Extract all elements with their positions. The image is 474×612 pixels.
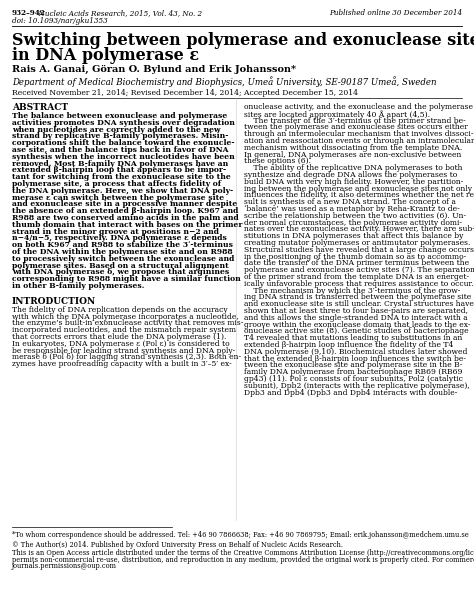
Text: nates over the exonuclease activity. However, there are sub-: nates over the exonuclease activity. How…: [244, 225, 474, 233]
Text: Nucleic Acids Research, 2015, Vol. 43, No. 2: Nucleic Acids Research, 2015, Vol. 43, N…: [34, 9, 202, 17]
Text: and exonuclease site in a processive manner despite: and exonuclease site in a processive man…: [12, 200, 237, 209]
Text: tween the polymerase and exonuclease sites occurs either: tween the polymerase and exonuclease sit…: [244, 124, 468, 132]
Text: Switching between polymerase and exonuclease sites: Switching between polymerase and exonucl…: [12, 32, 474, 49]
Text: polymerase site, a process that affects fidelity of: polymerase site, a process that affects …: [12, 180, 221, 188]
Text: family DNA polymerase from bacteriophage RB69 (RB69: family DNA polymerase from bacteriophage…: [244, 368, 462, 376]
Text: The fidelity of DNA replication depends on the accuracy: The fidelity of DNA replication depends …: [12, 306, 228, 314]
Text: activities promotes DNA synthesis over degradation: activities promotes DNA synthesis over d…: [12, 119, 235, 127]
Text: *To whom correspondence should be addressed. Tel: +46 90 7866638; Fax: +46 90 78: *To whom correspondence should be addres…: [12, 531, 469, 539]
Text: doi: 10.1093/nar/gku1353: doi: 10.1093/nar/gku1353: [12, 17, 108, 25]
Text: extended β-hairpin loop influence the fidelity of the T4: extended β-hairpin loop influence the fi…: [244, 341, 453, 349]
Text: these options (6).: these options (6).: [244, 157, 311, 165]
Text: and this allows the single-stranded DNA to interact with a: and this allows the single-stranded DNA …: [244, 314, 468, 322]
Text: ation and reassociation events or through an intramolecular: ation and reassociation events or throug…: [244, 137, 474, 145]
Text: zymes have proofreading capacity with a built in 3′–5′ ex-: zymes have proofreading capacity with a …: [12, 360, 232, 368]
Text: stitutions in DNA polymerases that affect this balance by: stitutions in DNA polymerases that affec…: [244, 232, 464, 240]
Text: The transfer of the 3′-terminus of the primer strand be-: The transfer of the 3′-terminus of the p…: [244, 117, 466, 125]
Text: In general, DNA polymerases are non-exclusive between: In general, DNA polymerases are non-excl…: [244, 151, 461, 159]
Text: tant for switching from the exonuclease site to the: tant for switching from the exonuclease …: [12, 173, 231, 181]
Text: permits non-commercial re-use, distribution, and reproduction in any medium, pro: permits non-commercial re-use, distribut…: [12, 556, 474, 564]
Text: sult is synthesis of a new DNA strand. The concept of a: sult is synthesis of a new DNA strand. T…: [244, 198, 456, 206]
Text: synthesize and degrade DNA allows the polymerases to: synthesize and degrade DNA allows the po…: [244, 171, 457, 179]
Text: Rais A. Ganai, Göran O. Bylund and Erik Johansson*: Rais A. Ganai, Göran O. Bylund and Erik …: [12, 65, 296, 74]
Text: INTRODUCTION: INTRODUCTION: [12, 297, 96, 306]
Text: the absence of an extended β-hairpin loop. K967 and: the absence of an extended β-hairpin loo…: [12, 207, 238, 215]
Text: onuclease activity, and the exonuclease and the polymerase: onuclease activity, and the exonuclease …: [244, 103, 473, 111]
Text: thumb domain that interact with bases on the primer: thumb domain that interact with bases on…: [12, 221, 243, 229]
Text: DNA polymerase (9,10). Biochemical studies later showed: DNA polymerase (9,10). Biochemical studi…: [244, 348, 467, 356]
Text: Structural studies have revealed that a large change occurs: Structural studies have revealed that a …: [244, 246, 474, 254]
Text: subunit), Dpb2 (interacts with the replicative polymerase),: subunit), Dpb2 (interacts with the repli…: [244, 382, 470, 390]
Text: in the positioning of the thumb domain so as to accommo-: in the positioning of the thumb domain s…: [244, 253, 466, 261]
Text: of the DNA within the polymerase site and on R988: of the DNA within the polymerase site an…: [12, 248, 233, 256]
Text: sites are located approximately 40 Å apart (4,5).: sites are located approximately 40 Å apa…: [244, 110, 430, 119]
Text: Received November 21, 2014; Revised December 14, 2014; Accepted December 15, 201: Received November 21, 2014; Revised Dece…: [12, 89, 358, 97]
Text: with which the DNA polymerase incorporates a nucleotide,: with which the DNA polymerase incorporat…: [12, 313, 239, 321]
Text: ase site, and the balance tips back in favor of DNA: ase site, and the balance tips back in f…: [12, 146, 228, 154]
Text: in DNA polymerase ε: in DNA polymerase ε: [12, 47, 199, 64]
Text: that corrects errors that elude the DNA polymerase (1).: that corrects errors that elude the DNA …: [12, 333, 227, 341]
Text: onuclease active site (8). Genetic studies of bacteriophage: onuclease active site (8). Genetic studi…: [244, 327, 469, 335]
Text: through an intermolecular mechanism that involves dissoci-: through an intermolecular mechanism that…: [244, 130, 474, 138]
Text: This is an Open Access article distributed under the terms of the Creative Commo: This is an Open Access article distribut…: [12, 549, 474, 557]
Text: groove within the exonuclease domain that leads to the ex-: groove within the exonuclease domain tha…: [244, 321, 471, 329]
Text: incorporated nucleotides, and the mismatch repair system: incorporated nucleotides, and the mismat…: [12, 326, 236, 334]
Text: build DNA with very high fidelity. However, the partition-: build DNA with very high fidelity. Howev…: [244, 178, 464, 186]
Text: gp43) (11). Pol ε consists of four subunits, Pol2 (catalytic: gp43) (11). Pol ε consists of four subun…: [244, 375, 463, 383]
Text: In eukaryotes, DNA polymerase ε (Pol ε) is considered to: In eukaryotes, DNA polymerase ε (Pol ε) …: [12, 340, 229, 348]
Text: © The Author(s) 2014. Published by Oxford University Press on Behalf of Nucleic : © The Author(s) 2014. Published by Oxfor…: [12, 541, 343, 549]
Text: and exonuclease site is still unclear. Crystal structures have: and exonuclease site is still unclear. C…: [244, 300, 474, 308]
Text: ically unfavorable process that requires assistance to occur.: ically unfavorable process that requires…: [244, 280, 474, 288]
Text: be responsible for leading strand synthesis and DNA poly-: be responsible for leading strand synthe…: [12, 346, 235, 354]
Text: ing DNA strand is transferred between the polymerase site: ing DNA strand is transferred between th…: [244, 293, 471, 301]
Text: corporations shift the balance toward the exonucle-: corporations shift the balance toward th…: [12, 139, 235, 147]
Text: shown that at least three to four base-pairs are separated,: shown that at least three to four base-p…: [244, 307, 468, 315]
Text: ABSTRACT: ABSTRACT: [12, 103, 68, 112]
Text: scribe the relationship between the two activities (6). Un-: scribe the relationship between the two …: [244, 212, 466, 220]
Text: in other B-family polymerases.: in other B-family polymerases.: [12, 282, 145, 290]
Text: der normal circumstances, the polymerase activity domi-: der normal circumstances, the polymerase…: [244, 218, 462, 226]
Text: synthesis when the incorrect nucleotides have been: synthesis when the incorrect nucleotides…: [12, 153, 235, 161]
Text: The balance between exonuclease and polymerase: The balance between exonuclease and poly…: [12, 112, 227, 120]
Text: 932–942: 932–942: [12, 9, 46, 17]
Text: Department of Medical Biochemistry and Biophysics, Umeå University, SE-90187 Ume: Department of Medical Biochemistry and B…: [12, 76, 437, 87]
Text: The mechanism by which the 3′-terminus of the grow-: The mechanism by which the 3′-terminus o…: [244, 286, 460, 294]
Text: when nucleotides are correctly added to the new: when nucleotides are correctly added to …: [12, 125, 220, 133]
Text: strand in the minor groove at positions n−2 and: strand in the minor groove at positions …: [12, 228, 219, 236]
Text: polymerase and exonuclease active sites (7). The separation: polymerase and exonuclease active sites …: [244, 266, 474, 274]
Text: Dpb3 and Dpb4 (Dpb3 and Dpb4 interacts with double-: Dpb3 and Dpb4 (Dpb3 and Dpb4 interacts w…: [244, 389, 457, 397]
Text: Published online 30 December 2014: Published online 30 December 2014: [329, 9, 462, 17]
Text: that the extended β-hairpin loop influences the switch be-: that the extended β-hairpin loop influen…: [244, 354, 466, 362]
Text: on both K967 and R988 to stabilize the 3ʹ-terminus: on both K967 and R988 to stabilize the 3…: [12, 241, 233, 249]
Text: removed. Most B-family DNA polymerases have an: removed. Most B-family DNA polymerases h…: [12, 160, 228, 168]
Text: merase ε can switch between the polymerase site: merase ε can switch between the polymera…: [12, 193, 224, 201]
Text: corresponding to R988 might have a similar function: corresponding to R988 might have a simil…: [12, 275, 241, 283]
Text: polymerase sites. Based on a structural alignment: polymerase sites. Based on a structural …: [12, 261, 229, 270]
Text: of the primer strand from the template DNA is an energet-: of the primer strand from the template D…: [244, 273, 469, 281]
Text: extended β-hairpin loop that appears to be impor-: extended β-hairpin loop that appears to …: [12, 166, 226, 174]
Text: ‘balance’ was used as a metaphor by Reha-Krantz to de-: ‘balance’ was used as a metaphor by Reha…: [244, 205, 460, 213]
Text: tween the exonuclease site and polymerase site in the B-: tween the exonuclease site and polymeras…: [244, 362, 463, 370]
Text: the DNA polymerase. Here, we show that DNA poly-: the DNA polymerase. Here, we show that D…: [12, 187, 233, 195]
Text: n−4/n−5, respectively. DNA polymerase ε depends: n−4/n−5, respectively. DNA polymerase ε …: [12, 234, 227, 242]
Text: with DNA polymerase δ, we propose that arginines: with DNA polymerase δ, we propose that a…: [12, 269, 229, 277]
Text: strand by replicative B-family polymerases. Misin-: strand by replicative B-family polymeras…: [12, 132, 228, 140]
Text: date the transfer of the DNA primer terminus between the: date the transfer of the DNA primer term…: [244, 259, 469, 267]
Text: influences the fidelity, it also determines whether the net re-: influences the fidelity, it also determi…: [244, 192, 474, 200]
Text: to processively switch between the exonuclease and: to processively switch between the exonu…: [12, 255, 234, 263]
Text: mechanism without dissociating from the template DNA.: mechanism without dissociating from the …: [244, 144, 462, 152]
Text: journals.permissions@oup.com: journals.permissions@oup.com: [12, 562, 117, 570]
Text: ing between the polymerase and exonuclease sites not only: ing between the polymerase and exonuclea…: [244, 185, 472, 193]
Text: the enzyme’s built-in exonuclease activity that removes mis-: the enzyme’s built-in exonuclease activi…: [12, 319, 243, 327]
Text: The ability of the replicative DNA polymerases to both: The ability of the replicative DNA polym…: [244, 164, 463, 172]
Text: R988 are two conserved amino acids in the palm and: R988 are two conserved amino acids in th…: [12, 214, 239, 222]
Text: merase δ (Pol δ) for lagging strand synthesis (2,3). Both en-: merase δ (Pol δ) for lagging strand synt…: [12, 353, 241, 362]
Text: creating mutator polymerases or antimutator polymerases.: creating mutator polymerases or antimuta…: [244, 239, 470, 247]
Text: T4 revealed that mutations leading to substitutions in an: T4 revealed that mutations leading to su…: [244, 334, 462, 342]
